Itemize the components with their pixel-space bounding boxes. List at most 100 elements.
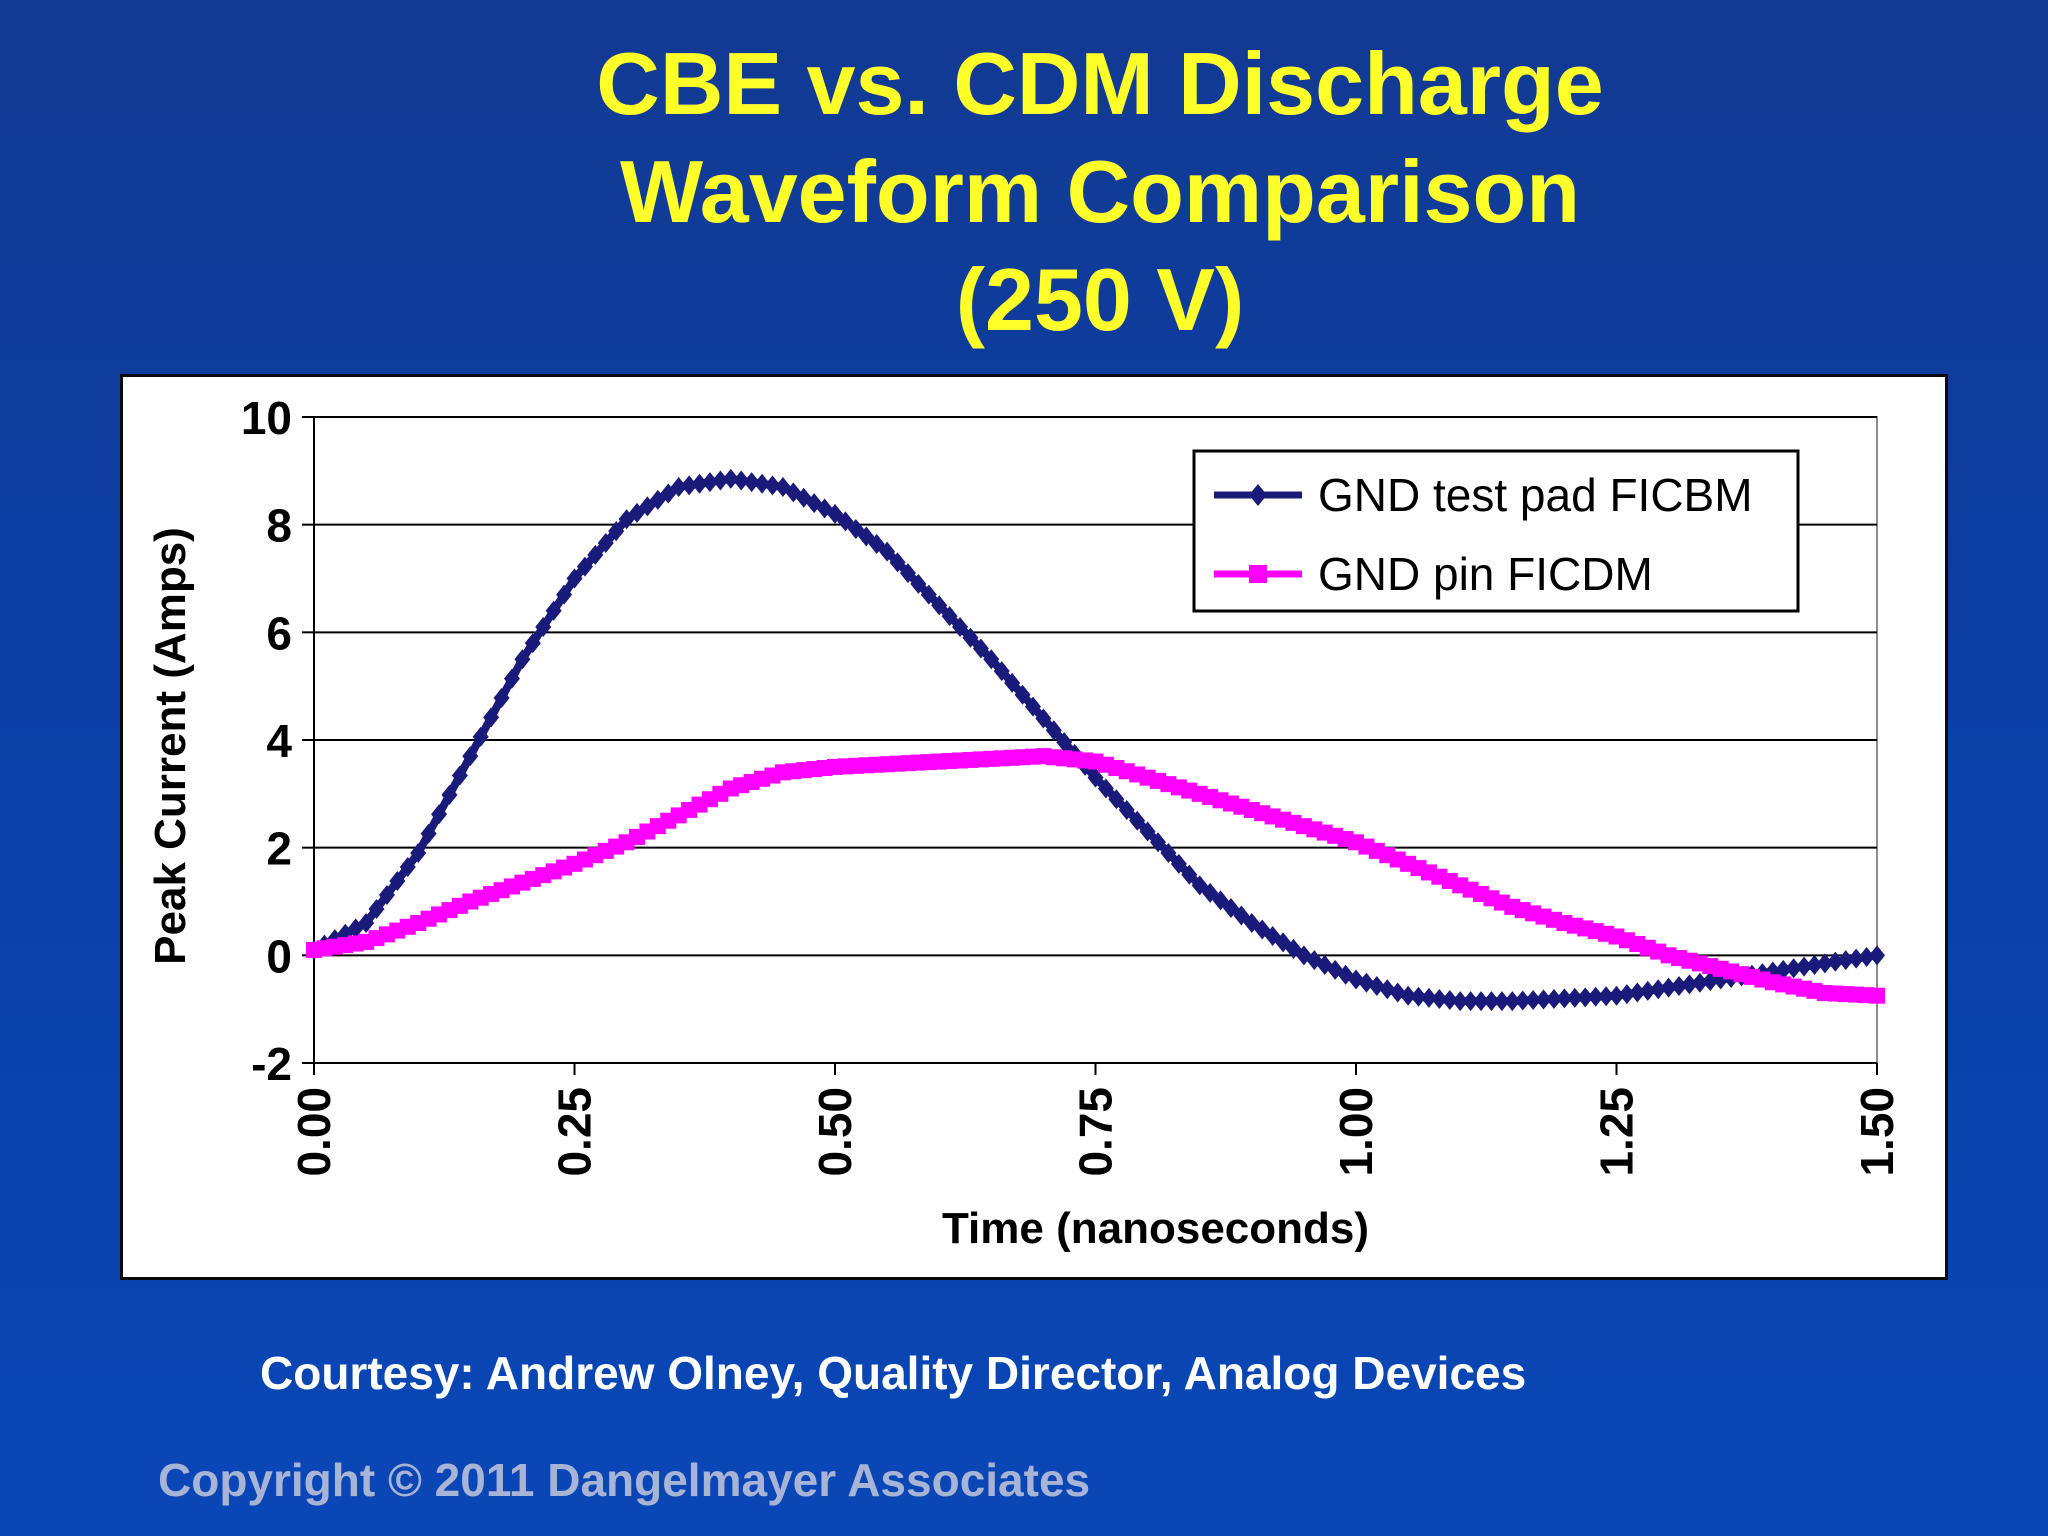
- x-tick-label: 0.00: [288, 1087, 340, 1177]
- y-axis-title: Peak Current (Amps): [146, 527, 195, 965]
- y-tick-label: 0: [266, 930, 292, 982]
- copyright-text: Copyright © 2011 Dangelmayer Associates: [158, 1454, 1091, 1506]
- data-point: [1577, 987, 1594, 1008]
- data-point: [1400, 985, 1417, 1006]
- data-point: [514, 649, 531, 670]
- data-point: [1525, 990, 1542, 1011]
- data-point: [972, 638, 989, 659]
- data-point: [1014, 684, 1031, 705]
- data-point: [722, 468, 739, 489]
- data-point: [1660, 977, 1677, 998]
- data-point: [1504, 991, 1521, 1012]
- data-point: [1452, 991, 1469, 1012]
- x-tick-label: 0.25: [549, 1087, 601, 1177]
- data-point: [889, 552, 906, 573]
- data-point: [962, 627, 979, 648]
- data-point: [587, 544, 604, 565]
- data-point: [420, 823, 437, 844]
- data-point: [1139, 821, 1156, 842]
- legend-marker: [1249, 565, 1267, 583]
- data-point: [1639, 980, 1656, 1001]
- chart-panel: 10 8 6 4 2 0 -2 0.00 0.25 0.50 0.75 1.00 1.25 1.50 Tim…: [120, 374, 1948, 1280]
- data-point: [1869, 945, 1885, 966]
- y-tick-label: -2: [251, 1038, 292, 1090]
- series-gnd-pin-ficdm: [306, 748, 1885, 1004]
- data-point: [483, 707, 500, 728]
- x-tick-label: 1.50: [1851, 1087, 1903, 1177]
- data-point: [576, 556, 593, 577]
- data-point: [754, 473, 771, 494]
- data-point: [827, 503, 843, 524]
- legend-box: [1192, 449, 1800, 613]
- y-tick-label: 6: [266, 607, 292, 659]
- data-point: [660, 483, 677, 504]
- title-line-1: CBE vs. CDM Discharge: [596, 34, 1604, 133]
- data-point: [691, 473, 708, 494]
- data-point: [774, 476, 791, 497]
- slide-title: CBE vs. CDM Discharge Waveform Compariso…: [200, 30, 2000, 354]
- data-point: [358, 913, 375, 934]
- data-point: [681, 475, 698, 496]
- data-point: [1410, 986, 1427, 1007]
- data-point: [556, 584, 573, 605]
- data-point: [1035, 708, 1052, 729]
- data-point: [858, 526, 875, 547]
- data-point: [712, 470, 729, 491]
- data-point: [1160, 843, 1177, 864]
- data-point: [1691, 972, 1708, 993]
- y-tick-label: 10: [241, 392, 292, 444]
- data-point: [1108, 789, 1125, 810]
- data-point: [1848, 948, 1865, 969]
- data-point: [493, 688, 510, 709]
- data-point: [1181, 864, 1198, 885]
- x-tick-label: 0.50: [809, 1087, 861, 1177]
- series-gnd-test-pad-ficbm: [306, 468, 1885, 1012]
- data-point: [1462, 991, 1479, 1012]
- data-point: [1004, 672, 1021, 693]
- data-point: [1483, 991, 1500, 1012]
- data-point: [931, 595, 948, 616]
- data-point: [1869, 987, 1885, 1004]
- data-point: [1566, 987, 1583, 1008]
- data-point: [733, 470, 750, 491]
- x-tick-label: 1.00: [1330, 1087, 1382, 1177]
- data-point: [993, 661, 1010, 682]
- data-point: [1233, 905, 1250, 926]
- data-point: [1514, 990, 1531, 1011]
- legend-label: GND pin FICDM: [1318, 548, 1653, 600]
- data-point: [910, 573, 927, 594]
- data-point: [1441, 990, 1458, 1011]
- data-point: [1671, 976, 1688, 997]
- data-point: [983, 649, 1000, 670]
- data-point: [649, 489, 666, 510]
- data-point: [1097, 778, 1114, 799]
- data-point: [701, 472, 718, 493]
- data-point: [462, 746, 479, 767]
- data-point: [1045, 720, 1062, 741]
- y-tick-label: 2: [266, 823, 292, 875]
- data-point: [1785, 958, 1802, 979]
- data-point: [1118, 799, 1135, 820]
- data-point: [1827, 951, 1844, 972]
- data-point: [920, 584, 937, 605]
- data-point: [1681, 974, 1698, 995]
- data-point: [1806, 955, 1823, 976]
- y-tick-label: 4: [266, 715, 292, 767]
- data-point: [1056, 732, 1073, 753]
- data-point: [1535, 989, 1552, 1010]
- data-point: [608, 521, 625, 542]
- data-point: [597, 532, 614, 553]
- data-point: [545, 600, 562, 621]
- data-point: [1858, 946, 1875, 967]
- data-point: [847, 518, 864, 539]
- data-point: [952, 616, 969, 637]
- data-point: [899, 563, 916, 584]
- data-point: [472, 726, 489, 747]
- data-point: [1816, 953, 1833, 974]
- data-point: [1129, 810, 1146, 831]
- data-point: [1618, 984, 1635, 1005]
- data-point: [1629, 982, 1646, 1003]
- title-line-3: (250 V): [955, 250, 1245, 349]
- data-point: [503, 668, 520, 689]
- data-point: [1556, 988, 1573, 1009]
